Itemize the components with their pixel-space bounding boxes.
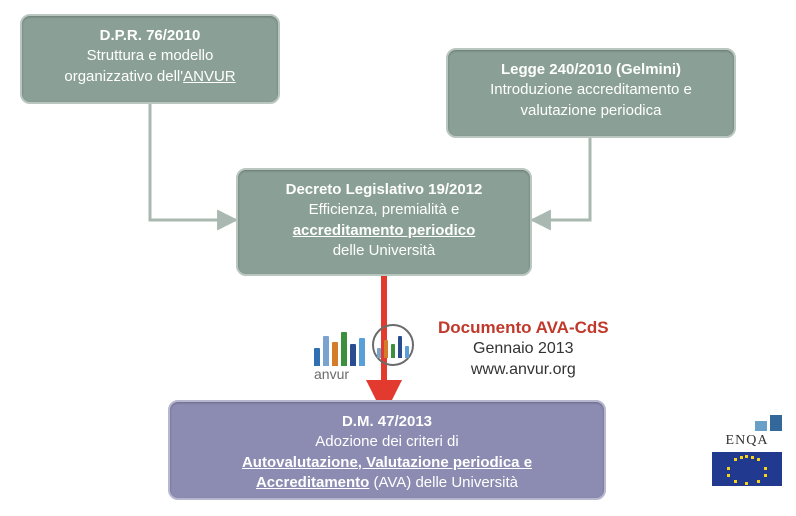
eu-flag-icon xyxy=(712,452,782,486)
annotation-ava-doc: Documento AVA-CdS Gennaio 2013 www.anvur… xyxy=(438,317,609,381)
enqa-label: ENQA xyxy=(712,433,782,449)
box-decreto-19-2012: Decreto Legislativo 19/2012 Efficienza, … xyxy=(236,168,532,276)
box-legge-title: Legge 240/2010 (Gelmini) xyxy=(462,60,720,80)
anvur-logo-label: anvur xyxy=(314,366,349,382)
box-dm-line1: Adozione dei criteri di xyxy=(184,432,590,452)
box-dpr-line2-pre: organizzativo dell' xyxy=(64,68,183,85)
box-decreto-line3: delle Università xyxy=(252,241,516,261)
box-decreto-title: Decreto Legislativo 19/2012 xyxy=(252,180,516,200)
annotation-line1: Documento AVA-CdS xyxy=(438,317,609,339)
box-dm-47-2013: D.M. 47/2013 Adozione dei criteri di Aut… xyxy=(168,400,606,500)
box-dm-title: D.M. 47/2013 xyxy=(184,412,590,432)
ava-logo-bars xyxy=(377,332,409,358)
box-dm-line2-tail: (AVA) delle Università xyxy=(369,474,518,491)
annotation-line3: www.anvur.org xyxy=(438,360,609,381)
box-dpr-line1: Struttura e modello xyxy=(36,46,264,66)
enqa-blocks xyxy=(712,411,782,431)
box-legge-line1: Introduzione accreditamento e xyxy=(462,80,720,100)
box-decreto-line2: accreditamento periodico xyxy=(252,221,516,241)
box-legge-line2: valutazione periodica xyxy=(462,101,720,121)
edge-legge-to-decreto xyxy=(532,138,590,220)
box-dpr-title: D.P.R. 76/2010 xyxy=(36,26,264,46)
box-legge-240-2010: Legge 240/2010 (Gelmini) Introduzione ac… xyxy=(446,48,736,138)
ava-logo-circle xyxy=(372,324,414,366)
anvur-logo-bars xyxy=(314,328,365,366)
box-decreto-line1: Efficienza, premialità e xyxy=(252,200,516,220)
box-dpr-line2-u: ANVUR xyxy=(183,68,236,85)
box-dpr-line2: organizzativo dell'ANVUR xyxy=(36,67,264,87)
box-dm-line2: Autovalutazione, Valutazione periodica e… xyxy=(184,453,590,494)
enqa-badge: ENQA xyxy=(712,411,782,486)
edge-dpr-to-decreto xyxy=(150,104,236,220)
box-dpr-76-2010: D.P.R. 76/2010 Struttura e modello organ… xyxy=(20,14,280,104)
annotation-line2: Gennaio 2013 xyxy=(438,339,609,360)
